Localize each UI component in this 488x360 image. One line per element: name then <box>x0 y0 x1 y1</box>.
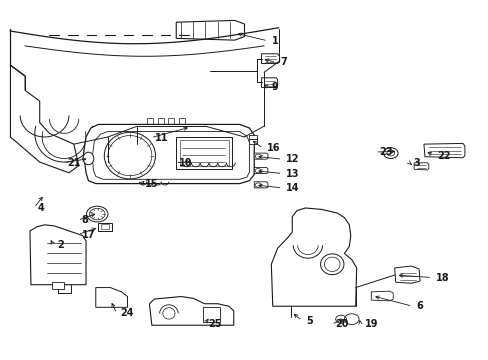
Text: 11: 11 <box>155 133 168 143</box>
Ellipse shape <box>83 152 94 165</box>
Bar <box>179 118 184 125</box>
Bar <box>180 140 228 166</box>
Text: 2: 2 <box>57 240 64 250</box>
Text: 18: 18 <box>435 273 449 283</box>
Bar <box>52 282 64 289</box>
Bar <box>158 118 163 125</box>
Bar <box>249 135 256 139</box>
Text: 24: 24 <box>121 309 134 318</box>
Text: 16: 16 <box>266 143 280 153</box>
Bar <box>176 137 232 168</box>
Bar <box>101 225 109 229</box>
Text: 1: 1 <box>271 36 278 46</box>
Text: 4: 4 <box>38 203 44 213</box>
Text: 23: 23 <box>378 147 392 157</box>
Bar <box>147 118 153 125</box>
Text: 13: 13 <box>286 168 299 179</box>
Text: 10: 10 <box>179 158 192 168</box>
Text: 22: 22 <box>437 150 450 161</box>
Text: 19: 19 <box>364 319 377 329</box>
Polygon shape <box>30 225 86 285</box>
Polygon shape <box>394 266 419 283</box>
Polygon shape <box>254 153 267 159</box>
Polygon shape <box>261 54 279 63</box>
Polygon shape <box>423 143 464 158</box>
Text: 25: 25 <box>208 319 222 329</box>
Polygon shape <box>261 78 277 87</box>
Polygon shape <box>96 288 127 307</box>
Bar <box>98 223 112 231</box>
Polygon shape <box>271 208 356 306</box>
Text: 5: 5 <box>305 316 312 325</box>
Polygon shape <box>413 163 428 170</box>
Text: 14: 14 <box>286 183 299 193</box>
Text: 6: 6 <box>416 301 423 311</box>
Text: 17: 17 <box>81 230 95 239</box>
Bar <box>203 307 220 321</box>
Text: 21: 21 <box>67 158 81 168</box>
Polygon shape <box>254 182 267 188</box>
Text: 9: 9 <box>271 82 278 93</box>
Text: 12: 12 <box>286 154 299 164</box>
Text: 8: 8 <box>81 215 88 225</box>
Polygon shape <box>370 291 392 301</box>
Text: 3: 3 <box>412 158 419 168</box>
Bar <box>249 139 256 144</box>
Polygon shape <box>83 125 254 184</box>
Text: 15: 15 <box>145 179 158 189</box>
Polygon shape <box>149 297 233 325</box>
Polygon shape <box>176 21 244 40</box>
Text: 7: 7 <box>280 57 286 67</box>
Polygon shape <box>92 132 249 179</box>
Polygon shape <box>254 167 267 174</box>
Polygon shape <box>10 65 79 173</box>
Bar <box>168 118 174 125</box>
Text: 20: 20 <box>334 319 348 329</box>
